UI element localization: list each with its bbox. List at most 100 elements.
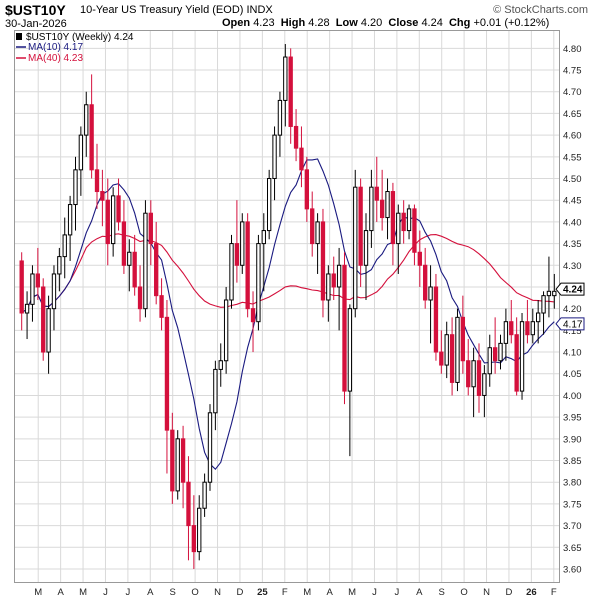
candle [164,299,170,474]
candle-body [487,347,492,375]
candle [180,425,186,509]
candle [288,48,293,144]
candle [143,200,148,318]
candle [304,156,309,222]
date-label: 30-Jan-2026 [5,18,67,30]
candle-body [336,264,342,288]
close-value: 4.24 [421,17,443,29]
candle-body [288,56,293,127]
candle-body [267,178,272,232]
candle [347,304,353,457]
low-label: Low [335,17,358,29]
candle-body [94,169,100,193]
candle-body [89,104,94,171]
candle [460,295,466,374]
ma10-line [21,158,555,471]
candle-body [41,286,46,353]
last-price-badge: 4.24 [555,282,585,296]
candle-body [331,273,336,288]
y-axis: 3.60 3.65 3.70 3.75 3.80 3.85 3.90 3.95 4.00 4.05… [563,44,582,576]
candle-body [234,243,240,266]
candle [229,234,234,309]
candle-body [390,191,396,245]
candle-body [299,147,304,171]
candle-body [57,256,62,275]
candle-body [369,186,374,232]
candle [94,143,100,209]
candle [41,278,46,361]
candle-body [164,316,170,431]
x-tick-label: D [506,587,513,598]
open-label: Open [222,17,251,29]
candle-body [110,195,116,245]
candle [374,156,379,222]
candle-body [105,199,110,245]
candle-body [202,481,207,509]
candle [455,308,460,392]
candle [267,169,272,240]
candle-body [379,199,385,219]
candle-body [514,334,519,392]
candle [310,191,315,257]
candle-body [116,195,121,223]
y-tick-label: 4.05 [563,369,582,380]
candle-body [197,507,202,553]
candle [283,44,288,127]
candle-body [519,321,525,392]
candle [519,313,525,400]
candle-body [62,234,67,258]
y-tick-label: 4.35 [563,239,582,250]
candle [525,299,530,344]
last-price-badge-text: 4.24 [563,285,583,296]
candle-body [30,273,35,305]
candle-body [304,169,309,210]
x-tick-label: A [416,587,423,598]
candle [73,156,78,231]
x-tick-label: S [439,587,445,598]
plot-frame [14,30,560,583]
candle [35,247,40,300]
candles [19,44,557,569]
x-tick-label: O [460,587,467,598]
candle [272,126,277,201]
y-tick-label: 3.75 [563,499,582,510]
legend-ma40: MA(40) 4.23 [28,53,83,64]
candle-body [272,134,277,180]
candle [503,308,509,361]
candle [202,473,207,517]
chg-label: Chg [448,17,471,29]
candle-body [546,290,552,297]
candle [46,295,51,374]
x-tick-label: N [483,587,490,598]
candle [261,213,266,292]
candle [449,317,455,396]
candle [186,456,191,561]
candle-body [84,104,89,136]
candle [492,317,498,374]
y-tick-label: 3.60 [563,564,582,575]
candle [154,221,159,305]
candle [498,334,503,370]
candle-body [121,221,127,266]
legend-main: $UST10Y (Weekly) 4.24 [26,32,134,43]
low-value: 4.20 [360,17,383,29]
y-tick-label: 3.70 [563,521,582,532]
candle [234,200,240,283]
x-tick-label: S [170,587,176,598]
x-tick-label: M [34,587,42,598]
y-tick-label: 4.65 [563,109,582,120]
candle-body [455,316,460,383]
x-tick-label: A [147,587,154,598]
candle-body [277,99,283,136]
ma10-badge-text: 4.17 [563,319,583,330]
candle-body [240,221,245,266]
y-tick-label: 3.90 [563,434,582,445]
high-value: 4.28 [308,17,330,29]
candle-body [412,208,417,253]
candle [353,169,358,318]
open-value: 4.23 [253,17,275,29]
candle-body [256,243,261,323]
candle [51,265,57,331]
candle [336,247,342,331]
